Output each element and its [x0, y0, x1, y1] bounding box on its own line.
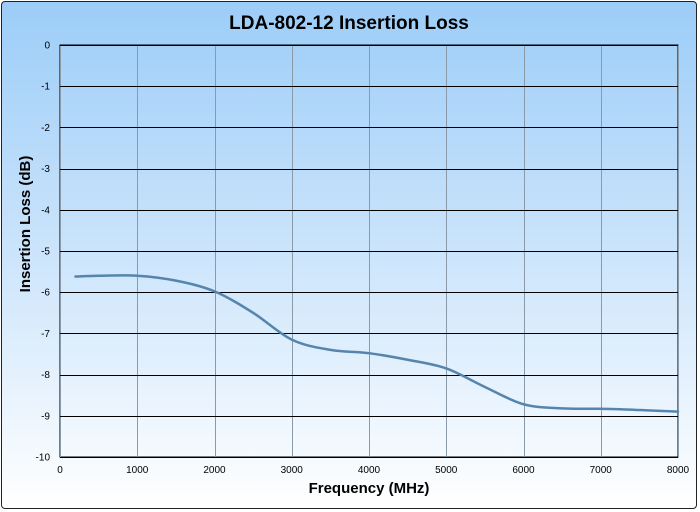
- x-axis-title: Frequency (MHz): [309, 480, 430, 497]
- x-tick-label: 4000: [358, 465, 381, 476]
- y-tick-label: -2: [41, 123, 50, 134]
- y-tick-label: -1: [41, 82, 50, 93]
- y-tick-label: 0: [44, 41, 50, 52]
- y-tick-label: -9: [41, 411, 50, 422]
- x-tick-label: 1000: [126, 465, 149, 476]
- series-group: [74, 274, 680, 413]
- x-tick-label: 6000: [512, 465, 535, 476]
- grid-group: [59, 44, 679, 458]
- y-tick-label: -6: [41, 288, 50, 299]
- y-tick-label: -5: [41, 247, 50, 258]
- series-line: [74, 274, 680, 413]
- y-tick-labels: 0 -1 -2 -3 -4 -5 -6 -7 -8 -9 -10: [36, 41, 51, 464]
- x-tick-label: 5000: [435, 465, 458, 476]
- x-tick-label: 2000: [203, 465, 226, 476]
- chart-title: LDA-802-12 Insertion Loss: [229, 13, 469, 34]
- y-tick-label: -7: [41, 329, 50, 340]
- x-tick-label: 8000: [667, 465, 690, 476]
- x-tick-label: 3000: [281, 465, 304, 476]
- x-tick-label: 0: [57, 465, 63, 476]
- y-tick-label: -10: [36, 453, 51, 464]
- chart-svg: LDA-802-12 Insertion Loss 0 -1 -2 -3 -4 -5 -6 -…: [17, 13, 690, 497]
- y-tick-label: -8: [41, 370, 50, 381]
- y-tick-label: -4: [41, 205, 50, 216]
- y-tick-label: -3: [41, 164, 50, 175]
- x-tick-label: 7000: [590, 465, 613, 476]
- x-tick-labels: 0 1000 2000 3000 4000 5000 6000 7000 8000: [57, 465, 689, 476]
- y-axis-title: Insertion Loss (dB): [17, 156, 34, 293]
